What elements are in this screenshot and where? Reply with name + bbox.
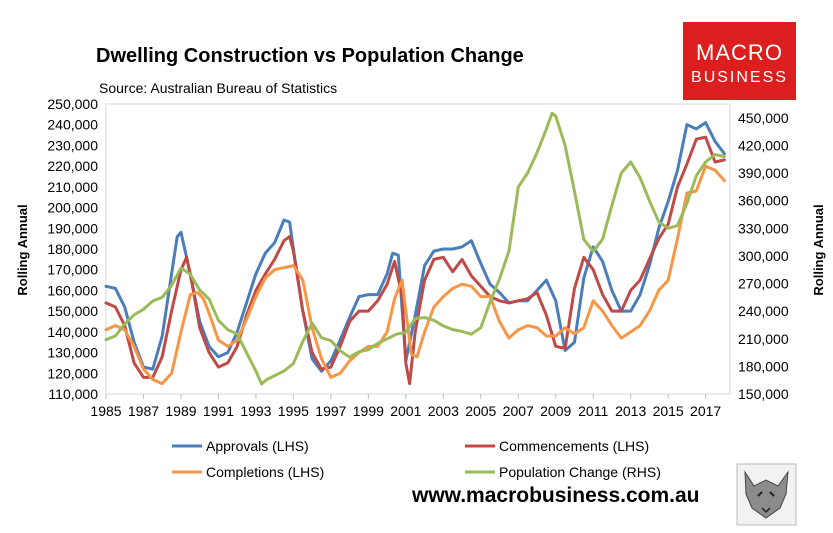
y-left-tick-7: 180,000 <box>47 241 98 257</box>
y-axis-right-label: Rolling Annual <box>811 204 826 295</box>
legend-label-commencements-lhs: Commencements (LHS) <box>499 438 649 454</box>
x-tick-11: 2007 <box>503 403 534 419</box>
y-left-tick-2: 130,000 <box>47 345 98 361</box>
series-layer <box>104 111 726 386</box>
logo-text-macro: MACRO <box>696 40 783 65</box>
y-left-tick-11: 220,000 <box>47 158 98 174</box>
website-url[interactable]: www.macrobusiness.com.au <box>411 484 699 507</box>
logo-background <box>683 22 796 100</box>
x-tick-3: 1991 <box>203 403 234 419</box>
y-right-tick-2: 210,000 <box>738 331 789 347</box>
y-axis-right: 150,000 180,000 210,000 240,000 270,000 300,0… <box>738 110 789 402</box>
x-axis: 1985 1987 1989 1991 1993 1995 1997 1999 2001 2003… <box>90 394 721 419</box>
y-left-tick-14: 250,000 <box>47 96 98 112</box>
x-tick-13: 2011 <box>578 403 608 419</box>
x-tick-9: 2003 <box>428 403 459 419</box>
x-tick-12: 2009 <box>540 403 571 419</box>
x-tick-10: 2005 <box>465 403 496 419</box>
y-left-tick-10: 210,000 <box>47 179 98 195</box>
y-left-tick-6: 170,000 <box>47 262 98 278</box>
series-line-commencements-lhs <box>104 135 726 386</box>
logo-text-business: BUSINESS <box>691 69 788 86</box>
x-tick-7: 1999 <box>353 403 384 419</box>
y-left-tick-1: 120,000 <box>47 365 98 381</box>
x-tick-2: 1989 <box>165 403 196 419</box>
y-right-tick-10: 450,000 <box>738 110 789 126</box>
y-right-tick-3: 240,000 <box>738 303 789 319</box>
legend-label-approvals-lhs: Approvals (LHS) <box>206 438 309 454</box>
x-tick-1: 1987 <box>128 403 159 419</box>
y-right-tick-8: 390,000 <box>738 165 789 181</box>
plot-frame <box>105 103 731 395</box>
legend: Approvals (LHS) Commencements (LHS) Comple… <box>172 438 661 480</box>
x-tick-15: 2015 <box>653 403 684 419</box>
y-left-tick-12: 230,000 <box>47 137 98 153</box>
x-tick-8: 2001 <box>390 403 421 419</box>
y-left-tick-5: 160,000 <box>47 282 98 298</box>
y-left-tick-9: 200,000 <box>47 200 98 216</box>
y-left-tick-13: 240,000 <box>47 117 98 133</box>
x-tick-6: 1997 <box>315 403 346 419</box>
y-left-tick-8: 190,000 <box>47 220 98 236</box>
x-tick-4: 1993 <box>240 403 271 419</box>
y-right-tick-0: 150,000 <box>738 386 789 402</box>
legend-label-population-change-rhs: Population Change (RHS) <box>499 464 661 480</box>
macrobusiness-logo: MACRO BUSINESS <box>683 22 796 100</box>
y-right-tick-5: 300,000 <box>738 248 789 264</box>
series-line-completions-lhs <box>104 164 726 386</box>
legend-label-completions-lhs: Completions (LHS) <box>206 464 324 480</box>
y-left-tick-0: 110,000 <box>48 386 98 402</box>
y-axis-left: 110,000 120,000 130,000 140,000 150,000 160,0… <box>47 96 98 402</box>
x-tick-0: 1985 <box>90 403 121 419</box>
y-right-tick-6: 330,000 <box>738 220 789 236</box>
y-left-tick-3: 140,000 <box>47 324 98 340</box>
y-right-tick-9: 420,000 <box>738 137 789 153</box>
chart-title: Dwelling Construction vs Population Chan… <box>96 45 524 67</box>
y-right-tick-1: 180,000 <box>738 358 789 374</box>
y-right-tick-7: 360,000 <box>738 193 789 209</box>
x-tick-16: 2017 <box>690 403 721 419</box>
y-left-tick-4: 150,000 <box>47 303 98 319</box>
x-tick-5: 1995 <box>278 403 309 419</box>
wolf-icon <box>736 463 797 526</box>
chart-subtitle: Source: Australian Bureau of Statistics <box>99 80 337 96</box>
series-line-population-change-rhs <box>104 111 726 386</box>
y-axis-left-label: Rolling Annual <box>15 204 30 295</box>
x-tick-14: 2013 <box>615 403 646 419</box>
y-right-tick-4: 270,000 <box>738 276 789 292</box>
